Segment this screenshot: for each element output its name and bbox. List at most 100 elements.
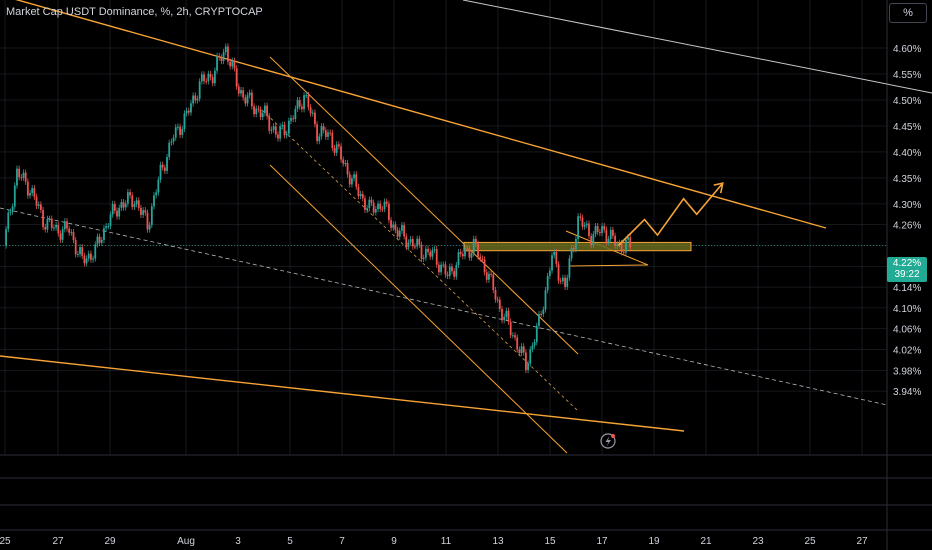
candle-body: [470, 253, 473, 258]
lower-trendline: [0, 355, 685, 432]
candle-body: [514, 335, 516, 338]
candle-body: [598, 231, 601, 234]
unit-percent-button[interactable]: %: [889, 3, 927, 23]
candle-body: [320, 126, 323, 137]
candle-body: [533, 342, 536, 346]
candle-body: [551, 255, 553, 271]
x-tick-label: 29: [104, 536, 116, 547]
candle-body: [103, 228, 105, 240]
candle-body: [185, 110, 188, 114]
candle-body: [316, 124, 319, 142]
candle-body: [133, 204, 136, 207]
y-tick-label: 3.98%: [893, 366, 921, 377]
candle-body: [194, 95, 197, 101]
candle-body: [359, 193, 362, 197]
candle-body: [70, 232, 73, 234]
candle-body: [520, 346, 523, 354]
candle-body: [257, 108, 260, 110]
candle-body: [66, 221, 68, 229]
candle-body: [544, 290, 547, 310]
candle-body: [240, 90, 242, 94]
price-axis[interactable]: 4.60% 4.55% 4.50% 4.45% 4.40% 4.35% 4.30% 4.26%…: [893, 44, 921, 398]
dashed-midline: [0, 207, 888, 406]
candle-body: [33, 188, 36, 197]
candle-body: [92, 258, 94, 260]
candle-body: [242, 90, 245, 98]
candle-body: [505, 310, 508, 317]
candle-body: [503, 316, 506, 321]
candle-body: [577, 216, 580, 239]
candle-body: [192, 95, 195, 104]
candle-body: [150, 206, 153, 225]
candle-body: [307, 95, 310, 108]
candle-body: [268, 116, 271, 131]
candle-body: [105, 226, 108, 229]
candle-body: [59, 233, 62, 240]
candle-body: [422, 257, 425, 259]
time-axis[interactable]: 25 27 29 Aug 3 5 7 9 11 13 15 17 19 21 23 25 27: [0, 536, 868, 547]
candle-body: [55, 224, 58, 228]
white-trendline: [462, 0, 932, 94]
candle-body: [120, 202, 123, 208]
candle-body: [318, 136, 321, 142]
candle-body: [85, 258, 88, 264]
candle-body: [76, 254, 79, 256]
x-tick-label: 15: [544, 536, 556, 547]
candle-body: [548, 270, 551, 276]
x-tick-label: 5: [287, 536, 293, 547]
candle-body: [433, 249, 436, 251]
candle-body: [609, 229, 612, 240]
candle-body: [279, 126, 282, 139]
y-tick-label: 4.06%: [893, 325, 921, 336]
candle-body: [148, 224, 151, 230]
candle-body: [177, 126, 179, 128]
candle-body: [207, 73, 210, 82]
candle-body: [448, 266, 451, 276]
candle-body: [418, 238, 421, 245]
candle-body: [531, 345, 534, 350]
candle-body: [253, 106, 255, 115]
candle-body: [588, 223, 590, 237]
projection-line: [617, 182, 724, 247]
candle-body: [466, 248, 469, 250]
lightning-icon[interactable]: [600, 433, 616, 449]
candle-body: [511, 335, 514, 337]
candle-body: [490, 273, 493, 275]
candle-body: [142, 210, 145, 215]
candle-body: [5, 229, 7, 246]
candle-body: [170, 141, 173, 143]
candle-body: [366, 208, 369, 210]
candle-body: [459, 252, 462, 254]
candle-body: [509, 321, 512, 336]
candle-body: [381, 208, 384, 210]
candle-body: [311, 112, 314, 114]
candle-body: [557, 264, 560, 281]
candle-body: [612, 229, 614, 236]
candle-body: [63, 221, 66, 230]
candle-body: [272, 126, 275, 130]
candle-body: [122, 202, 125, 208]
y-tick-label: 3.94%: [893, 387, 921, 398]
candle-body: [357, 186, 360, 197]
candle-body: [163, 167, 166, 171]
candle-body: [542, 309, 545, 315]
candle-body: [227, 46, 229, 62]
candle-body: [68, 228, 71, 233]
x-tick-label: 25: [804, 536, 816, 547]
candle-body: [411, 239, 414, 247]
candle-body: [216, 55, 218, 71]
candle-body: [246, 95, 249, 104]
candle-body: [420, 244, 423, 259]
candle-body: [118, 207, 121, 217]
x-tick-label: 21: [700, 536, 712, 547]
candle-body: [364, 198, 366, 210]
x-tick-label: 27: [52, 536, 64, 547]
candle-body: [35, 196, 38, 206]
candle-body: [416, 238, 419, 247]
candle-body: [107, 226, 110, 228]
candle-body: [285, 133, 288, 136]
candle-body: [261, 113, 264, 118]
candle-body: [244, 97, 247, 104]
candle-body: [568, 258, 571, 278]
